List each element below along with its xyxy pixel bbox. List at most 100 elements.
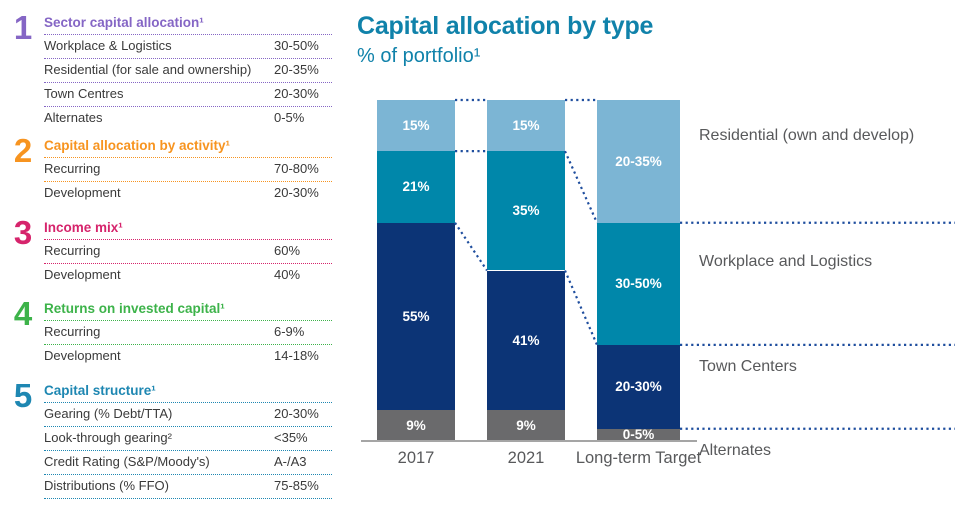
bar-segment-2-long-term-target: 20-30% [597, 344, 680, 429]
dotted-connector-line [563, 150, 599, 224]
metric-row: Gearing (% Debt/TTA) 20-30% [44, 402, 332, 426]
metric-row: Workplace & Logistics 30-50% [44, 34, 332, 58]
bar-segment-0-long-term-target: 20-35% [597, 100, 680, 223]
segment-value-label: 20-35% [615, 153, 662, 169]
metric-label: Alternates [44, 110, 103, 125]
segment-value-label: 15% [402, 118, 430, 134]
section-body: Capital structure¹ Gearing (% Debt/TTA) 20… [44, 382, 332, 499]
metric-label: Recurring [44, 161, 101, 176]
metric-value: 0-5% [274, 110, 305, 125]
section-body: Capital allocation by activity¹ Recurring… [44, 137, 332, 205]
metric-label: Development [44, 267, 121, 282]
segment-value-label: 0-5% [622, 427, 655, 443]
segment-value-label: 9% [516, 418, 536, 434]
bar-segment-2-2017: 55% [377, 222, 455, 411]
section-title: Capital allocation by activity¹ [44, 138, 231, 153]
bar-segment-1-long-term-target: 30-50% [597, 222, 680, 345]
metric-value: 6-9% [274, 324, 305, 339]
segment-value-label: 20-30% [615, 379, 662, 395]
metric-value: 75-85% [274, 478, 319, 493]
chart-subtitle: % of portfolio¹ [357, 45, 481, 67]
metric-value: 70-80% [274, 161, 319, 176]
section-body: Returns on invested capital¹ Recurring 6-9… [44, 300, 332, 368]
metric-value: 30-50% [274, 38, 319, 53]
metric-value: 20-30% [274, 86, 319, 101]
metric-row: Development 40% [44, 263, 332, 287]
metric-value: 14-18% [274, 348, 319, 363]
section-title: Income mix¹ [44, 220, 123, 235]
metric-row: Recurring 70-80% [44, 157, 332, 181]
metric-row: Recurring 6-9% [44, 320, 332, 344]
metric-row: Look-through gearing² <35% [44, 426, 332, 450]
metric-value: 20-30% [274, 406, 319, 421]
metric-label: Workplace & Logistics [44, 38, 172, 53]
metric-label: Distributions (% FFO) [44, 478, 169, 493]
kpi-section-5: 5 Capital structure¹ Gearing (% Debt/TTA) 2… [0, 377, 332, 499]
section-number: 5 [13, 377, 33, 414]
metric-value: 20-30% [274, 185, 319, 200]
section-body: Sector capital allocation¹ Workplace & Lo… [44, 14, 332, 130]
section-number: 3 [13, 214, 33, 251]
metric-value: <35% [274, 430, 308, 445]
kpi-section-4: 4 Returns on invested capital¹ Recurring 6-… [0, 295, 332, 368]
metric-label: Recurring [44, 324, 101, 339]
metric-row: Town Centres 20-30% [44, 82, 332, 106]
bar-segment-1-2021: 35% [487, 151, 565, 271]
metric-value: A-/A3 [274, 454, 307, 469]
metric-row: Recurring 60% [44, 239, 332, 263]
x-axis-label: 2017 [397, 449, 435, 467]
x-axis-line [361, 440, 697, 442]
bar-segment-0-2017: 15% [377, 100, 455, 152]
series-label-3: Alternates [699, 442, 772, 459]
metric-row: Residential (for sale and ownership) 20-3… [44, 58, 332, 82]
kpi-section-1: 1 Sector capital allocation¹ Workplace & L… [0, 9, 332, 130]
metric-label: Residential (for sale and ownership) [44, 62, 252, 77]
bar-segment-1-2017: 21% [377, 151, 455, 223]
metric-label: Look-through gearing² [44, 430, 172, 445]
segment-value-label: 9% [406, 418, 426, 434]
series-label-2: Town Centers [699, 358, 797, 375]
metric-value: 20-35% [274, 62, 319, 77]
dotted-connector-line [563, 270, 599, 346]
x-axis-label: 2021 [507, 449, 545, 467]
bar-segment-3-2017: 9% [377, 410, 455, 441]
section-number: 1 [13, 9, 33, 46]
section-title: Returns on invested capital¹ [44, 301, 225, 316]
segment-value-label: 55% [402, 309, 430, 325]
segment-value-label: 30-50% [615, 276, 662, 292]
segment-value-label: 35% [512, 203, 540, 219]
metric-row: Credit Rating (S&P/Moody's) A-/A3 [44, 450, 332, 474]
dotted-connector-line [454, 222, 488, 272]
metric-label: Development [44, 185, 121, 200]
kpi-section-2: 2 Capital allocation by activity¹ Recurrin… [0, 132, 332, 205]
metric-row: Distributions (% FFO) 75-85% [44, 474, 332, 499]
section-body: Income mix¹ Recurring 60% Development 40% [44, 219, 332, 287]
segment-value-label: 15% [512, 118, 540, 134]
bar-segment-3-long-term-target: 0-5% [597, 427, 680, 443]
metric-label: Credit Rating (S&P/Moody's) [44, 454, 210, 469]
metric-label: Development [44, 348, 121, 363]
x-axis-label: Long-term Target [575, 449, 702, 467]
bar-segment-3-2021: 9% [487, 410, 565, 441]
metric-label: Recurring [44, 243, 101, 258]
metric-row: Development 14-18% [44, 344, 332, 368]
chart-title: Capital allocation by type [357, 12, 654, 40]
metric-value: 60% [274, 243, 301, 258]
segment-value-label: 41% [512, 332, 540, 348]
section-number: 4 [13, 295, 33, 332]
metric-label: Gearing (% Debt/TTA) [44, 406, 173, 421]
section-title: Sector capital allocation¹ [44, 15, 204, 30]
section-title: Capital structure¹ [44, 383, 156, 398]
bar-segment-2-2021: 41% [487, 270, 565, 411]
metric-value: 40% [274, 267, 301, 282]
metric-row: Alternates 0-5% [44, 106, 332, 130]
section-number: 2 [13, 132, 33, 169]
segment-value-label: 21% [402, 179, 430, 195]
bar-segment-0-2021: 15% [487, 100, 565, 152]
series-label-0: Residential (own and develop) [699, 127, 915, 144]
kpi-section-3: 3 Income mix¹ Recurring 60% Development 40% [0, 214, 332, 287]
metric-label: Town Centres [44, 86, 124, 101]
metric-row: Development 20-30% [44, 181, 332, 205]
